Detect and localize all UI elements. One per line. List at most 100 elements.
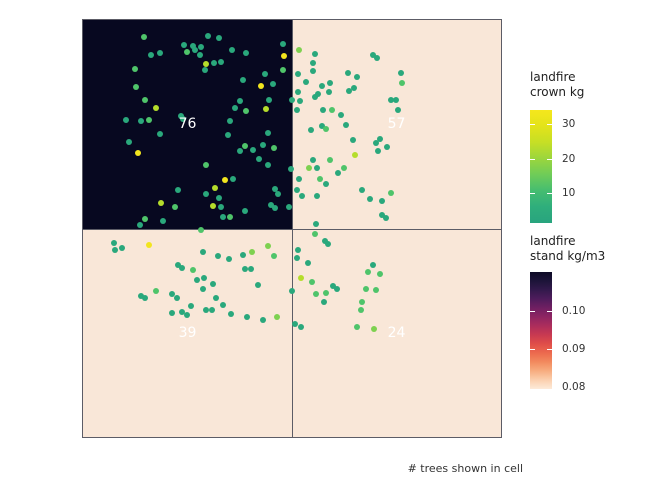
tree-point [202, 190, 210, 198]
tree-point [312, 290, 320, 298]
tree-point [199, 248, 207, 256]
plot-panel: 76 57 39 24 [82, 19, 502, 438]
colorbar-stand [530, 272, 552, 389]
tree-point [200, 274, 208, 282]
tree-point [187, 302, 195, 310]
colorbar-tick [547, 192, 552, 194]
tree-point [219, 301, 227, 309]
tree-point [242, 107, 250, 115]
tree-point [295, 46, 303, 54]
tree-point [340, 164, 348, 172]
tree-point [228, 46, 236, 54]
tree-point [262, 105, 270, 113]
tree-point [311, 50, 319, 58]
tree-point [279, 40, 287, 48]
tree-point [294, 70, 302, 78]
tree-point [372, 286, 380, 294]
tree-point [313, 192, 321, 200]
tree-point [372, 139, 380, 147]
tree-point [342, 121, 350, 129]
tree-point [180, 41, 188, 49]
cell-count-label-top-right: 57 [387, 116, 406, 133]
tree-point [179, 115, 187, 123]
tree-point [204, 32, 212, 40]
tree-point [257, 82, 265, 90]
colorbar-crown [530, 110, 552, 223]
tree-point [152, 104, 160, 112]
tree-point [197, 43, 205, 51]
tree-point [178, 264, 186, 272]
tree-point [369, 261, 377, 269]
tree-point [358, 298, 366, 306]
tree-point [259, 141, 267, 149]
tree-point [293, 186, 301, 194]
tree-point [309, 67, 317, 75]
tree-point [351, 151, 359, 159]
cell-count-label-bottom-right: 24 [387, 324, 406, 341]
tree-point [265, 96, 273, 104]
tree-point [247, 265, 255, 273]
tree-point [236, 147, 244, 155]
tree-point [313, 164, 321, 172]
tree-point [125, 138, 133, 146]
tree-point [241, 207, 249, 215]
tree-point [398, 79, 406, 87]
tree-point [326, 156, 334, 164]
tree-point [197, 226, 205, 234]
tree-point [209, 202, 217, 210]
tree-point [298, 192, 306, 200]
colorbar-tick [530, 192, 535, 194]
tree-point [226, 117, 234, 125]
tree-point [322, 180, 330, 188]
tree-point [345, 87, 353, 95]
tree-point [199, 285, 207, 293]
tree-point [145, 116, 153, 124]
tree-point [358, 186, 366, 194]
tree-point [118, 244, 126, 252]
colorbar-tick-label: 0.10 [562, 304, 586, 317]
tree-point [279, 66, 287, 74]
colorbar-tick [547, 348, 552, 350]
tree-point [324, 240, 332, 248]
chart-caption: # trees shown in cell [407, 462, 523, 475]
tree-point [287, 165, 295, 173]
tree-point [141, 215, 149, 223]
tree-point [274, 190, 282, 198]
tree-point [174, 186, 182, 194]
tree-point [211, 184, 219, 192]
tree-point [264, 129, 272, 137]
colorbar-tick-label: 20 [562, 152, 576, 165]
tree-point [273, 313, 281, 321]
tree-point [387, 189, 395, 197]
tree-point [378, 211, 386, 219]
tree-point [297, 274, 305, 282]
tree-point [270, 144, 278, 152]
tree-point [255, 155, 263, 163]
colorbar-tick-label: 0.08 [562, 381, 586, 393]
tree-point [392, 96, 400, 104]
tree-point [168, 309, 176, 317]
cell-bottom-left [83, 228, 292, 437]
tree-point [171, 203, 179, 211]
tree-point [136, 221, 144, 229]
tree-point [271, 185, 279, 193]
tree-point [208, 306, 216, 314]
tree-point [224, 131, 232, 139]
tree-point [217, 58, 225, 66]
tree-point [249, 146, 257, 154]
tree-point [183, 311, 191, 319]
tree-point [132, 83, 140, 91]
tree-point [305, 164, 313, 172]
colorbar-tick [530, 158, 535, 160]
tree-point [241, 265, 249, 273]
tree-point [344, 69, 352, 77]
tree-point [293, 106, 301, 114]
tree-point [376, 135, 384, 143]
colorbar-tick-label: 30 [562, 118, 576, 131]
tree-point [288, 287, 296, 295]
tree-point [288, 96, 296, 104]
tree-point [111, 246, 119, 254]
tree-point [202, 60, 210, 68]
tree-point [366, 195, 374, 203]
